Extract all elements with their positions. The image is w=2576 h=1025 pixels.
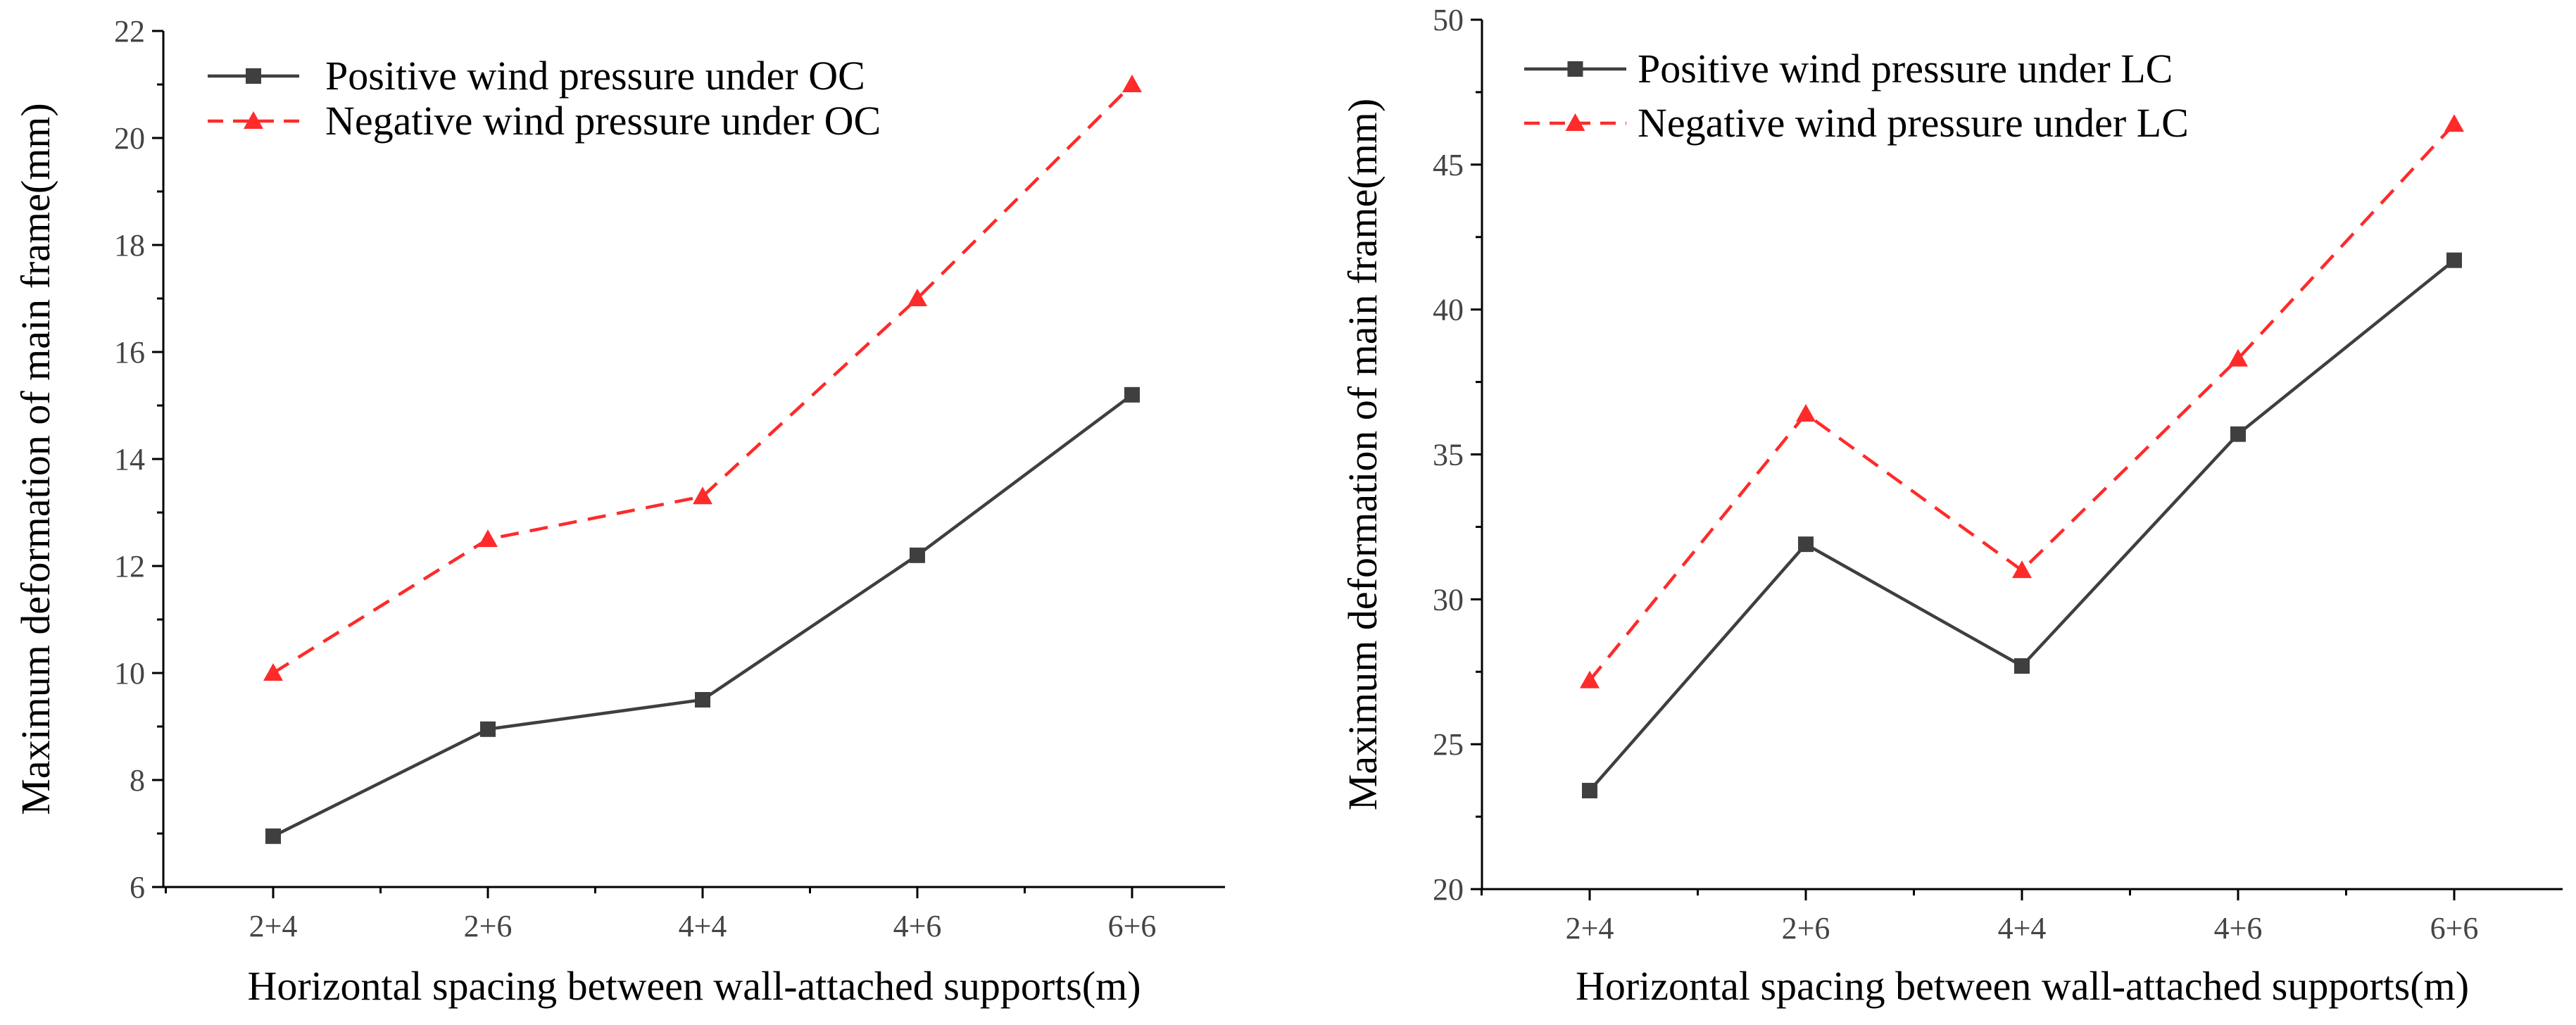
- data-point: [2444, 114, 2464, 132]
- y-tick-label: 40: [1433, 293, 1464, 327]
- data-point: [1580, 670, 1600, 688]
- series-1: [1582, 252, 2462, 799]
- y-axis-title: Maximum deformation of main frame(mm): [13, 103, 58, 815]
- data-point: [1798, 536, 1814, 553]
- y-tick-label: 10: [114, 656, 145, 691]
- series-2: [1580, 114, 2464, 688]
- x-tick-label: 2+6: [464, 909, 513, 943]
- legend-marker: [244, 111, 263, 129]
- legend-entry-1: Positive wind pressure under LC: [1524, 46, 2173, 92]
- y-tick-label: 20: [114, 121, 145, 156]
- data-point: [1796, 403, 1816, 422]
- x-tick-label: 6+6: [2430, 911, 2479, 945]
- chart-panel-2: 20 25 30 35 40 45 50 2+4 2+6 4+4 4+6 6+6 Horizontal …: [1340, 3, 2563, 1009]
- x-tick-label: 6+6: [1108, 909, 1157, 943]
- y-tick-label: 22: [114, 14, 145, 49]
- data-point: [2014, 658, 2030, 674]
- x-tick-label: 2+4: [249, 909, 298, 943]
- series-line: [272, 393, 1133, 838]
- data-point: [2446, 252, 2462, 268]
- x-axis-title: Horizontal spacing between wall-attached…: [1576, 963, 2469, 1009]
- series-2: [263, 75, 1142, 681]
- data-point: [480, 721, 496, 737]
- y-tick-label: 14: [114, 442, 145, 477]
- series-line: [272, 83, 1133, 674]
- legend-label: Negative wind pressure under LC: [1638, 100, 2189, 146]
- data-point: [695, 692, 710, 708]
- y-tick-label: 25: [1433, 727, 1464, 762]
- legend-label: Negative wind pressure under OC: [325, 98, 881, 144]
- legend-label: Positive wind pressure under LC: [1638, 46, 2173, 92]
- x-tick-label: 4+6: [893, 909, 942, 943]
- y-tick-label: 6: [130, 870, 145, 905]
- data-point: [1582, 783, 1597, 799]
- x-tick-label: 2+4: [1566, 911, 1614, 945]
- legend-marker: [1567, 61, 1583, 77]
- legend-marker: [246, 68, 261, 84]
- y-tick-label: 18: [114, 228, 145, 263]
- data-point: [265, 828, 281, 844]
- x-tick-label: 2+6: [1782, 911, 1830, 945]
- y-tick-label: 16: [114, 335, 145, 370]
- y-tick-label: 20: [1433, 872, 1464, 907]
- data-point: [2230, 426, 2246, 442]
- x-tick-label: 4+4: [679, 909, 727, 943]
- data-point: [693, 486, 712, 505]
- legend-marker: [1565, 113, 1585, 131]
- legend-label: Positive wind pressure under OC: [325, 53, 865, 99]
- data-point: [2012, 560, 2032, 579]
- chart-panel-1: 6 8 10 12 14 16 18 20 22 2+4 2+6 4+4 4+6 6+6 Horizonta…: [13, 14, 1225, 1009]
- legend-entry-2: Negative wind pressure under LC: [1524, 100, 2189, 146]
- legend-entry-2: Negative wind pressure under OC: [208, 98, 881, 144]
- x-axis-title: Horizontal spacing between wall-attached…: [247, 963, 1141, 1009]
- y-tick-label: 8: [130, 763, 145, 798]
- data-point: [910, 547, 925, 563]
- data-point: [2228, 348, 2248, 367]
- data-point: [478, 529, 498, 547]
- series-line: [1588, 122, 2456, 682]
- y-tick-label: 45: [1433, 148, 1464, 182]
- series-line: [1588, 258, 2456, 792]
- series-1: [265, 386, 1140, 844]
- x-tick-label: 4+4: [1998, 911, 2047, 945]
- x-tick-label: 4+6: [2214, 911, 2263, 945]
- y-axis-title: Maximum deformation of main frame(mm): [1340, 99, 1386, 811]
- y-tick-label: 50: [1433, 3, 1464, 37]
- data-point: [263, 663, 283, 681]
- y-tick-label: 12: [114, 549, 145, 584]
- legend-entry-1: Positive wind pressure under OC: [208, 53, 865, 99]
- data-point: [907, 289, 927, 306]
- y-tick-label: 35: [1433, 438, 1464, 472]
- data-point: [1122, 75, 1142, 92]
- data-point: [1124, 386, 1140, 403]
- y-tick-label: 30: [1433, 582, 1464, 617]
